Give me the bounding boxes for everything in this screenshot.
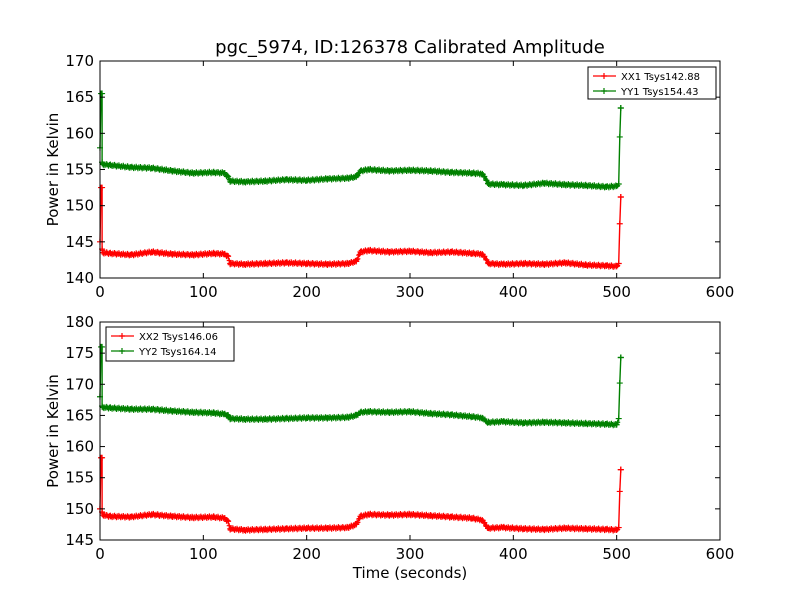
y-tick-label: 155: [65, 161, 94, 179]
legend-entry: YY2 Tsys164.14: [138, 347, 217, 358]
x-tick-label: 100: [189, 283, 218, 301]
x-tick-label: 300: [396, 545, 425, 563]
data-point: [224, 172, 230, 178]
data-point: [225, 253, 231, 259]
y-tick-label: 155: [65, 469, 94, 487]
data-point: [616, 133, 623, 140]
data-point: [615, 415, 622, 422]
data-point: [615, 526, 621, 532]
x-tick-label: 500: [602, 545, 631, 563]
data-point: [224, 517, 230, 523]
data-point: [355, 256, 361, 262]
x-tick-label: 500: [602, 283, 631, 301]
y-tick-label: 140: [65, 269, 94, 287]
data-point: [615, 263, 621, 269]
y-tick-label: 170: [65, 375, 94, 393]
legend-entry: YY1 Tsys154.43: [620, 87, 699, 98]
x-tick-label: 400: [499, 283, 528, 301]
x-tick-label: 0: [95, 283, 105, 301]
data-point: [482, 253, 488, 259]
series-markers-1-1: [97, 343, 624, 429]
top-panel: 0 100 200 300 400 500 600 140 145 150 155 160 165 170…: [44, 52, 734, 301]
legend-entry: XX2 Tsys146.06: [139, 332, 218, 343]
legend-marker: [119, 333, 125, 339]
y-tick-label: 145: [65, 233, 94, 251]
data-point: [617, 354, 624, 361]
x-tick-label: 200: [292, 545, 321, 563]
y-tick-label: 180: [65, 313, 94, 331]
chart-title: pgc_5974, ID:126378 Calibrated Amplitude: [215, 37, 605, 58]
legend: XX2 Tsys146.06 YY2 Tsys164.14: [105, 326, 235, 362]
data-point: [354, 257, 360, 262]
data-point: [226, 523, 232, 529]
legend-entry: XX1 Tsys142.88: [621, 72, 700, 83]
legend-marker: [601, 73, 607, 79]
data-point: [615, 183, 621, 189]
data-point: [482, 174, 488, 179]
x-tick-label: 200: [292, 283, 321, 301]
legend-marker: [601, 88, 607, 94]
bottom-panel: 0 100 200 300 400 500 600 145 150 155 160 165 170 175…: [44, 313, 734, 582]
data-point: [617, 466, 624, 473]
series-markers-1-0: [97, 454, 624, 534]
data-point: [616, 380, 623, 387]
data-point: [355, 173, 361, 179]
x-axis-label: Time (seconds): [352, 564, 468, 582]
y-axis-label: Power in Kelvin: [44, 374, 62, 488]
y-tick-label: 170: [65, 52, 94, 70]
y-axis-label: Power in Kelvin: [44, 113, 62, 227]
y-tick-label: 175: [65, 344, 94, 362]
series-markers-0-0: [97, 184, 624, 270]
data-point: [225, 173, 231, 179]
data-point: [225, 412, 231, 418]
series-markers-0-1: [97, 90, 624, 191]
y-tick-label: 150: [65, 197, 94, 215]
legend-marker: [119, 348, 125, 354]
y-tick-label: 145: [65, 531, 94, 549]
legend-box: [105, 326, 235, 362]
y-tick-label: 160: [65, 124, 94, 142]
data-point: [617, 193, 624, 200]
x-tick-label: 100: [189, 545, 218, 563]
y-tick-label: 165: [65, 406, 94, 424]
data-point: [616, 488, 623, 495]
y-tick-label: 160: [65, 438, 94, 456]
data-point: [355, 519, 361, 525]
legend-box: [587, 66, 717, 100]
y-tick-label: 150: [65, 500, 94, 518]
x-tick-label: 0: [95, 545, 105, 563]
x-tick-label: 600: [706, 545, 735, 563]
x-tick-label: 600: [706, 283, 735, 301]
data-point: [617, 105, 624, 112]
data-point: [482, 520, 488, 526]
data-point: [225, 518, 231, 524]
data-point: [616, 220, 623, 227]
data-point: [615, 419, 621, 425]
x-tick-label: 300: [396, 283, 425, 301]
legend: XX1 Tsys142.88 YY1 Tsys154.43: [587, 66, 717, 100]
x-tick-label: 400: [499, 545, 528, 563]
y-tick-label: 165: [65, 88, 94, 106]
